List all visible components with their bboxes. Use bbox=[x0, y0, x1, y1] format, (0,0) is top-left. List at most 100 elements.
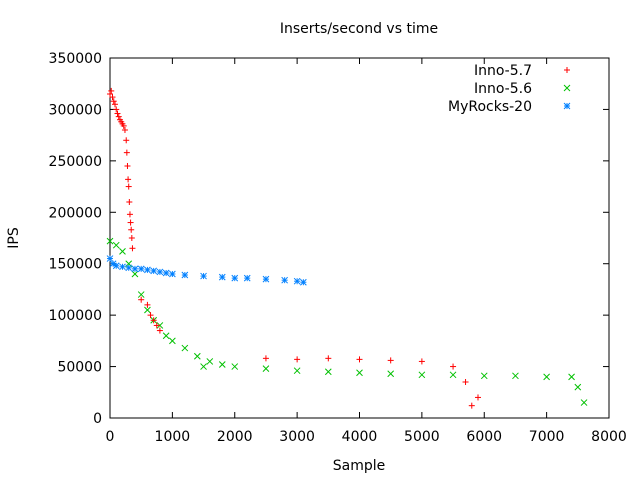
legend-item: Inno-5.7 bbox=[474, 63, 570, 79]
data-point bbox=[181, 271, 189, 279]
y-tick-label: 300000 bbox=[49, 102, 102, 118]
data-point bbox=[112, 241, 120, 249]
series-inno-5-7 bbox=[107, 87, 482, 409]
data-point bbox=[125, 176, 132, 183]
data-point bbox=[156, 322, 164, 329]
data-point bbox=[281, 276, 289, 284]
data-point bbox=[387, 357, 394, 364]
series-inno-5-6 bbox=[106, 237, 588, 406]
data-point bbox=[128, 226, 135, 233]
plot-border bbox=[109, 57, 610, 419]
data-point bbox=[153, 322, 160, 329]
data-point bbox=[110, 98, 117, 105]
data-point bbox=[144, 306, 151, 314]
data-point bbox=[243, 274, 251, 282]
data-point bbox=[293, 277, 301, 285]
y-axis-ticks: 0 50000 100000 150000 200000 250000 300000 3500… bbox=[49, 51, 609, 427]
legend-item: Inno-5.6 bbox=[474, 81, 571, 97]
legend-label: Inno-5.6 bbox=[474, 81, 532, 97]
data-point bbox=[193, 352, 201, 360]
data-point bbox=[124, 163, 131, 169]
y-tick-label: 100000 bbox=[49, 308, 102, 324]
legend-marker bbox=[564, 67, 570, 73]
data-point bbox=[262, 355, 269, 362]
data-point bbox=[200, 272, 207, 280]
data-point bbox=[293, 367, 301, 375]
y-tick-label: 200000 bbox=[49, 205, 102, 221]
data-point bbox=[162, 332, 170, 340]
x-axis-ticks: 0 1000 2000 3000 4000 5000 6000 7000 8000 bbox=[106, 58, 627, 445]
data-point bbox=[147, 312, 154, 319]
data-point bbox=[200, 363, 207, 370]
data-point bbox=[112, 262, 120, 270]
x-tick-label: 7000 bbox=[529, 429, 565, 445]
data-point bbox=[150, 267, 158, 275]
x-tick-label: 5000 bbox=[404, 429, 440, 445]
data-point bbox=[115, 113, 122, 120]
data-point bbox=[480, 372, 488, 380]
legend-label: MyRocks-20 bbox=[448, 99, 532, 115]
x-tick-label: 8000 bbox=[591, 429, 627, 445]
data-point bbox=[218, 273, 226, 281]
data-point bbox=[123, 137, 130, 144]
x-tick-label: 6000 bbox=[466, 429, 502, 445]
data-point bbox=[324, 368, 332, 376]
x-tick-label: 3000 bbox=[279, 429, 315, 445]
data-point bbox=[574, 383, 582, 391]
data-point bbox=[356, 369, 363, 377]
data-point bbox=[231, 363, 239, 370]
data-point bbox=[206, 358, 214, 365]
data-point bbox=[131, 265, 139, 273]
data-point bbox=[468, 402, 475, 409]
data-point bbox=[107, 91, 113, 97]
legend-marker bbox=[563, 102, 571, 110]
data-point bbox=[169, 270, 176, 278]
data-marks bbox=[106, 87, 588, 409]
data-point bbox=[106, 237, 114, 245]
data-point bbox=[181, 344, 189, 352]
y-tick-label: 250000 bbox=[49, 154, 102, 170]
data-point bbox=[108, 87, 115, 94]
plot-frame bbox=[109, 57, 610, 419]
data-point bbox=[156, 268, 164, 276]
y-axis-label: IPS bbox=[6, 227, 22, 249]
data-point bbox=[123, 149, 130, 156]
data-point bbox=[109, 94, 116, 101]
data-point bbox=[106, 255, 114, 262]
legend-label: Inno-5.7 bbox=[474, 63, 532, 79]
legend-marker bbox=[563, 84, 571, 92]
data-point bbox=[144, 266, 151, 274]
data-point bbox=[137, 291, 145, 298]
data-point bbox=[144, 301, 151, 308]
data-point bbox=[126, 211, 133, 218]
data-point bbox=[129, 245, 136, 252]
x-tick-label: 1000 bbox=[155, 429, 191, 445]
data-point bbox=[450, 363, 457, 370]
legend-item: MyRocks-20 bbox=[448, 99, 571, 115]
data-point bbox=[300, 278, 307, 286]
data-point bbox=[294, 356, 301, 363]
series-myrocks-20 bbox=[106, 255, 307, 286]
data-point bbox=[125, 264, 133, 272]
data-point bbox=[111, 101, 118, 108]
data-point bbox=[568, 373, 575, 381]
data-point bbox=[449, 371, 457, 379]
data-point bbox=[418, 358, 425, 365]
chart-title: Inserts/second vs time bbox=[280, 21, 438, 37]
data-point bbox=[156, 327, 163, 334]
legend: Inno-5.7 Inno-5.6 MyRocks-20 bbox=[448, 63, 571, 115]
data-point bbox=[543, 373, 550, 381]
data-point bbox=[113, 106, 120, 113]
data-point bbox=[162, 269, 170, 277]
data-point bbox=[356, 356, 363, 363]
x-tick-label: 2000 bbox=[217, 429, 253, 445]
y-tick-label: 50000 bbox=[57, 360, 102, 376]
data-point bbox=[120, 122, 127, 129]
y-tick-label: 150000 bbox=[49, 257, 102, 273]
data-point bbox=[114, 110, 121, 117]
data-point bbox=[580, 399, 588, 406]
data-point bbox=[138, 296, 145, 303]
y-tick-label: 350000 bbox=[49, 51, 102, 67]
data-point bbox=[512, 372, 519, 380]
